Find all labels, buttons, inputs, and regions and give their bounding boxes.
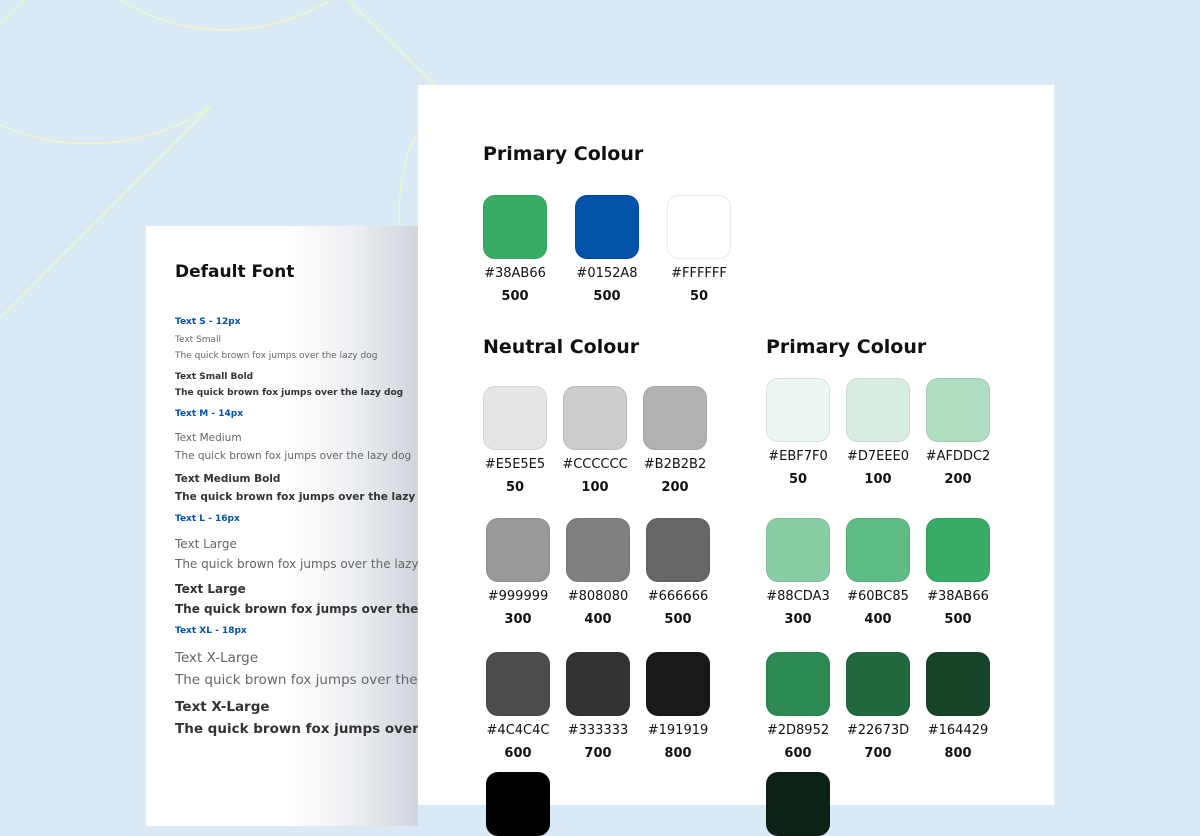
font-sample-text: Text X-Large — [175, 699, 270, 715]
colour-swatch[interactable] — [483, 386, 547, 450]
swatch-level: 50 — [788, 472, 808, 487]
swatch-hex: #22673D — [846, 723, 910, 738]
colour-swatch[interactable] — [575, 195, 639, 259]
font-size-label: Text S - 12px — [175, 317, 241, 327]
swatch-level: 800 — [944, 746, 972, 761]
swatch-hex: #CCCCCC — [562, 457, 628, 472]
colour-swatch[interactable] — [643, 386, 707, 450]
colour-swatch[interactable] — [563, 386, 627, 450]
font-sample-text: The quick brown fox jumps over the lazy … — [175, 672, 418, 688]
colour-swatch[interactable] — [486, 518, 550, 582]
font-sample-text: The quick brown fox jumps over the lazy … — [175, 351, 378, 361]
font-sample-text: Text Large — [175, 582, 246, 596]
font-sample-text: Text X-Large — [175, 650, 259, 666]
swatch-hex: #164429 — [927, 723, 989, 738]
font-size-label: Text M - 14px — [175, 409, 244, 419]
swatch-level: 300 — [784, 612, 812, 627]
colour-swatch[interactable] — [646, 652, 710, 716]
swatch-hex: #0152A8 — [576, 266, 638, 281]
colour-swatch[interactable] — [667, 195, 731, 259]
swatch-hex: #333333 — [567, 723, 629, 738]
colour-swatch[interactable] — [766, 652, 830, 716]
font-sample-text: Text Medium Bold — [175, 473, 281, 485]
swatch-hex: #E5E5E5 — [484, 457, 546, 472]
primary-colour-title: Primary Colour — [483, 143, 644, 165]
font-sample-text: Text Medium — [175, 432, 242, 444]
colour-palette-card: Primary Colour Neutral Colour Primary Co… — [418, 85, 1054, 836]
default-font-card: Default Font Text S - 12px Text Small The … — [146, 226, 418, 826]
swatch-hex: #999999 — [487, 589, 549, 604]
colour-swatch[interactable] — [486, 652, 550, 716]
swatch-level: 300 — [504, 612, 532, 627]
font-card-title: Default Font — [175, 262, 295, 282]
swatch-hex: #D7EEE0 — [846, 449, 910, 464]
colour-swatch[interactable] — [766, 518, 830, 582]
swatch-level: 500 — [501, 289, 529, 304]
font-sample-text: The quick brown fox jumps over the lazy … — [175, 557, 418, 571]
colour-swatch[interactable] — [926, 378, 990, 442]
swatch-level: 500 — [664, 612, 692, 627]
green-colour-title: Primary Colour — [766, 336, 927, 358]
swatch-level: 500 — [944, 612, 972, 627]
colour-swatch[interactable] — [926, 652, 990, 716]
swatch-hex: #B2B2B2 — [643, 457, 707, 472]
colour-swatch[interactable] — [483, 195, 547, 259]
swatch-level: 400 — [864, 612, 892, 627]
swatch-hex: #38AB66 — [927, 589, 989, 604]
colour-swatch[interactable] — [926, 518, 990, 582]
font-sample-text: Text Small Bold — [175, 372, 254, 382]
swatch-hex: #4C4C4C — [486, 723, 550, 738]
background-decoration — [0, 0, 436, 319]
font-sample-text: The quick brown fox jumps over the lazy … — [175, 388, 404, 398]
swatch-level: 100 — [581, 480, 609, 495]
font-sample-text: Text Large — [175, 537, 237, 551]
swatch-level: 200 — [661, 480, 689, 495]
swatch-level: 700 — [584, 746, 612, 761]
colour-swatch[interactable] — [846, 518, 910, 582]
swatch-hex: #808080 — [567, 589, 629, 604]
swatch-level: 100 — [864, 472, 892, 487]
swatch-hex: #666666 — [647, 589, 709, 604]
swatch-hex: #EBF7F0 — [768, 449, 828, 464]
colour-swatch[interactable] — [846, 378, 910, 442]
colour-swatch[interactable] — [766, 378, 830, 442]
font-sample-text: The quick brown fox jumps over the lazy … — [175, 602, 418, 616]
swatch-hex: #191919 — [647, 723, 709, 738]
swatch-level: 200 — [944, 472, 972, 487]
swatch-level: 50 — [689, 289, 709, 304]
colour-swatch[interactable] — [486, 772, 550, 836]
swatch-hex: #38AB66 — [484, 266, 546, 281]
font-size-label: Text XL - 18px — [175, 626, 247, 636]
font-sample-text: The quick brown fox jumps over the lazy … — [175, 721, 418, 737]
swatch-hex: #2D8952 — [766, 723, 830, 738]
swatch-level: 600 — [784, 746, 812, 761]
swatch-level: 700 — [864, 746, 892, 761]
swatch-hex: #FFFFFF — [671, 266, 727, 281]
swatch-level: 800 — [664, 746, 692, 761]
swatch-hex: #88CDA3 — [766, 589, 830, 604]
swatch-level: 50 — [505, 480, 525, 495]
swatch-level: 600 — [504, 746, 532, 761]
swatch-level: 500 — [593, 289, 621, 304]
font-size-label: Text L - 16px — [175, 514, 240, 524]
neutral-colour-title: Neutral Colour — [483, 336, 640, 358]
colour-swatch[interactable] — [566, 518, 630, 582]
swatch-hex: #60BC85 — [847, 589, 909, 604]
swatch-hex: #AFDDC2 — [925, 449, 991, 464]
font-sample-text: The quick brown fox jumps over the lazy … — [175, 450, 412, 462]
colour-swatch[interactable] — [846, 652, 910, 716]
colour-swatch[interactable] — [646, 518, 710, 582]
colour-swatch[interactable] — [566, 652, 630, 716]
swatch-level: 400 — [584, 612, 612, 627]
font-sample-text: The quick brown fox jumps over the lazy … — [175, 491, 418, 503]
colour-swatch[interactable] — [766, 772, 830, 836]
font-sample-text: Text Small — [175, 335, 222, 345]
